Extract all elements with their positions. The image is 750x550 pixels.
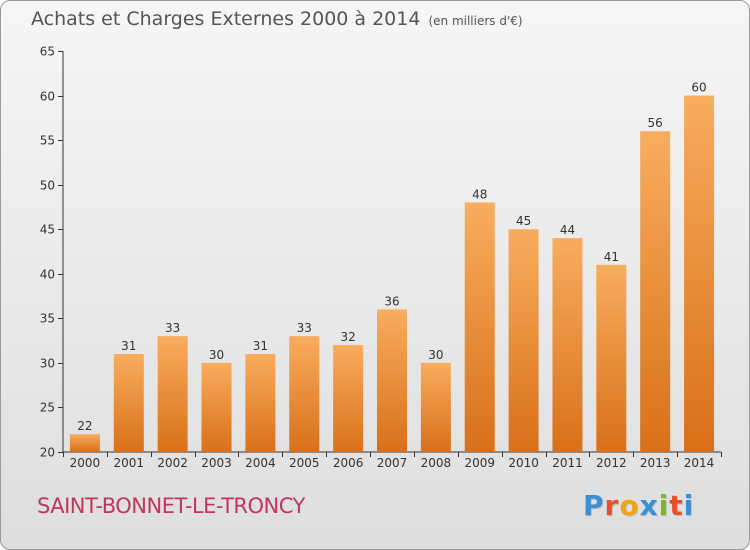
bar-2001 bbox=[113, 353, 144, 452]
y-tick-label: 35 bbox=[40, 312, 55, 326]
data-label: 48 bbox=[472, 187, 487, 201]
brand-logo-letter: o bbox=[619, 489, 640, 522]
bar-2003 bbox=[201, 362, 232, 452]
bar-2000 bbox=[69, 434, 100, 452]
y-tick-label: 45 bbox=[40, 223, 55, 237]
bar-2013 bbox=[640, 131, 671, 452]
y-tick-label: 25 bbox=[40, 401, 55, 415]
data-label: 30 bbox=[428, 348, 443, 362]
chart-title: Achats et Charges Externes 2000 à 2014 bbox=[31, 8, 421, 30]
x-tick-label: 2009 bbox=[464, 456, 495, 470]
brand-logo: Proxiti bbox=[583, 489, 694, 522]
data-label: 22 bbox=[77, 419, 92, 433]
y-tick-label: 50 bbox=[40, 179, 55, 193]
x-tick-label: 2003 bbox=[201, 456, 232, 470]
x-tick-label: 2005 bbox=[289, 456, 320, 470]
bar-2008 bbox=[420, 362, 451, 452]
x-tick-label: 2010 bbox=[508, 456, 539, 470]
data-label: 32 bbox=[340, 330, 355, 344]
x-tick-label: 2000 bbox=[70, 456, 101, 470]
y-tick-label: 40 bbox=[40, 268, 55, 282]
y-tick-label: 20 bbox=[40, 446, 55, 460]
brand-logo-letter: x bbox=[639, 489, 659, 522]
bar-2010 bbox=[508, 229, 539, 452]
data-label: 45 bbox=[516, 214, 531, 228]
chart-unit-label: (en milliers d'€) bbox=[428, 14, 523, 28]
bar-2007 bbox=[377, 309, 407, 452]
brand-logo-letter: i bbox=[658, 489, 670, 522]
y-tick-label: 55 bbox=[40, 134, 55, 148]
y-tick-label: 65 bbox=[40, 45, 55, 59]
bar-2002 bbox=[157, 336, 188, 452]
x-tick-label: 2008 bbox=[421, 456, 452, 470]
chart-title-block: Achats et Charges Externes 2000 à 2014 (e… bbox=[31, 8, 523, 30]
data-label: 33 bbox=[165, 321, 180, 335]
x-tick-label: 2014 bbox=[684, 456, 715, 470]
bar-2004 bbox=[245, 353, 276, 452]
x-tick-label: 2006 bbox=[333, 456, 364, 470]
y-tick-label: 30 bbox=[40, 357, 55, 371]
y-tick-label: 60 bbox=[40, 90, 55, 104]
bar-2014 bbox=[684, 95, 715, 453]
bar-2006 bbox=[333, 345, 364, 452]
brand-logo-letter: t bbox=[669, 489, 684, 522]
x-tick-label: 2012 bbox=[596, 456, 627, 470]
data-label: 44 bbox=[560, 223, 575, 237]
x-tick-label: 2011 bbox=[552, 456, 583, 470]
x-tick-label: 2004 bbox=[245, 456, 276, 470]
data-label: 33 bbox=[297, 321, 312, 335]
bars bbox=[69, 95, 715, 453]
bar-2012 bbox=[596, 264, 627, 452]
x-tick-label: 2001 bbox=[114, 456, 145, 470]
data-label: 31 bbox=[121, 339, 136, 353]
data-label: 30 bbox=[209, 348, 224, 362]
data-label: 60 bbox=[691, 81, 706, 95]
bar-2011 bbox=[552, 238, 583, 452]
data-label: 31 bbox=[253, 339, 268, 353]
data-label: 41 bbox=[604, 250, 619, 264]
commune-name: SAINT-BONNET-LE-TRONCY bbox=[37, 494, 305, 518]
data-label: 56 bbox=[648, 116, 663, 130]
brand-logo-letter: P bbox=[583, 489, 605, 522]
x-tick-label: 2013 bbox=[640, 456, 671, 470]
brand-logo-letter: r bbox=[604, 489, 620, 522]
data-labels: 22 31 33 30 31 33 32 36 30 48 45 44 41 56 60 bbox=[77, 81, 706, 434]
x-tick-label: 2002 bbox=[157, 456, 188, 470]
brand-logo-letter: i bbox=[683, 489, 695, 522]
data-label: 36 bbox=[384, 294, 399, 308]
bar-2005 bbox=[289, 336, 320, 452]
x-tick-label: 2007 bbox=[377, 456, 408, 470]
bar-2009 bbox=[464, 202, 495, 452]
